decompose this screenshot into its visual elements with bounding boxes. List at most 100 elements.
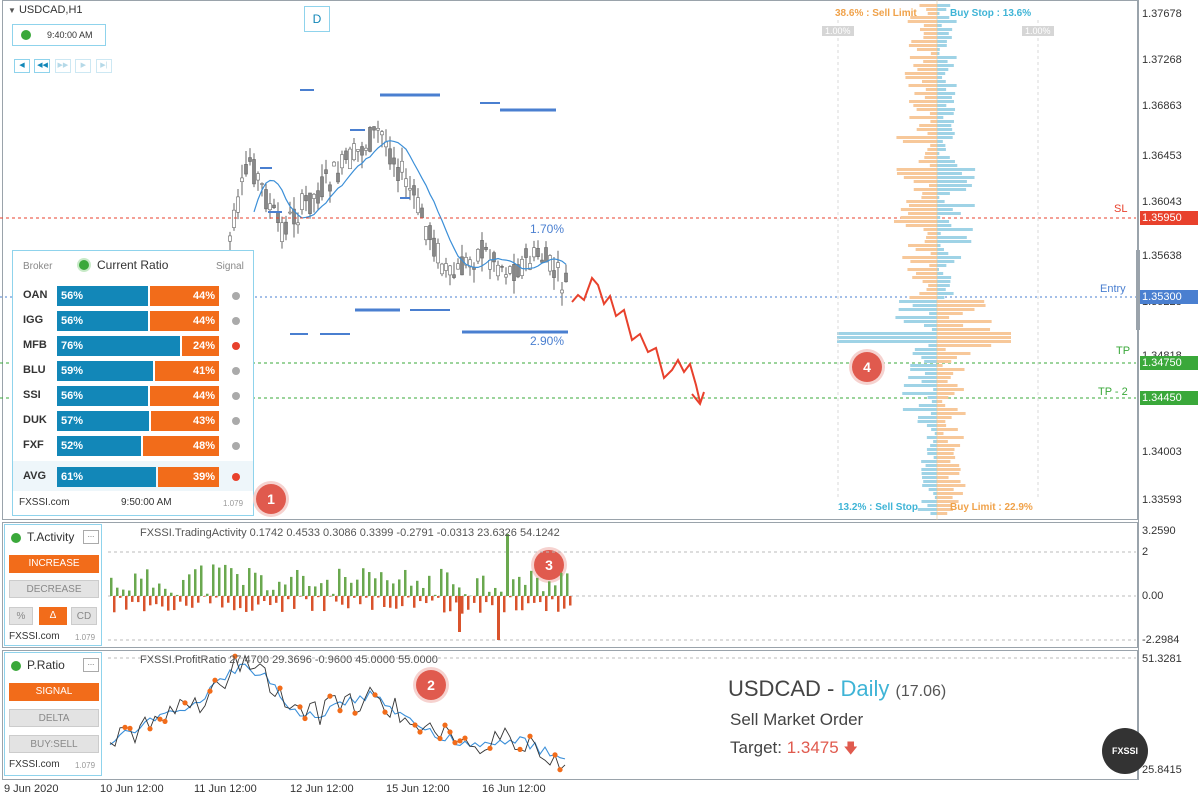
order-book-bar-right (937, 272, 944, 275)
rewind-icon[interactable]: ◀◀ (34, 59, 51, 73)
fast-forward-icon[interactable]: ▶▶ (54, 59, 71, 73)
candle-body (228, 235, 232, 242)
order-book-bar-left (917, 68, 937, 71)
signal-dot (182, 700, 188, 706)
order-book-bar-left (931, 400, 937, 403)
signal-dot (352, 710, 358, 716)
candle-body (320, 176, 324, 198)
order-book-bar-right (937, 228, 973, 231)
activity-brand[interactable]: FXSSI.com (9, 631, 60, 642)
order-book-bar-right (937, 168, 976, 171)
activity-bar-down (137, 596, 140, 603)
order-book-bar-left (930, 52, 937, 55)
order-book-bar-left (926, 8, 937, 11)
sell-ratio-bar: 41% (155, 361, 219, 381)
sl-price-tag: 1.35950 (1140, 211, 1198, 225)
candle-body (328, 184, 332, 192)
order-book-bar-right (937, 412, 966, 415)
order-book-bar-right (937, 364, 943, 367)
activity-bar-down (479, 596, 482, 613)
order-book-bar-left (916, 128, 937, 131)
decrease-button[interactable]: DECREASE (9, 580, 99, 598)
entry-price-tag: 1.35300 (1140, 290, 1198, 304)
order-book-bar-right (937, 496, 953, 499)
activity-bar-up (236, 574, 239, 596)
profit-ratio-minimize-button[interactable]: ... (83, 658, 99, 672)
activity-bar-down (293, 596, 296, 609)
activity-bar-down (203, 596, 206, 597)
step-back-icon[interactable]: ◀ (14, 59, 30, 73)
order-book-bar-left (910, 16, 937, 19)
order-book-bar-right (937, 220, 950, 223)
order-book-bar-right (937, 72, 946, 75)
summary-title: USDCAD - Daily (17.06) (728, 676, 946, 702)
order-book-bar-left (837, 336, 937, 339)
candle-body (476, 249, 480, 262)
broker-code: DUK (23, 414, 47, 426)
cd-button[interactable]: CD (71, 607, 97, 625)
activity-bar-up (554, 585, 557, 596)
order-book-bar-left (918, 160, 937, 163)
signal-dot (327, 693, 333, 699)
order-book-bar-right (937, 124, 952, 127)
order-book-bar-left (924, 360, 937, 363)
activity-bar-up (152, 587, 155, 596)
candle-body (352, 143, 356, 161)
order-book-bar-left (917, 420, 937, 423)
order-book-bar-left (900, 216, 937, 219)
order-book-bar-right (937, 328, 991, 331)
skip-end-icon[interactable]: ▶| (95, 59, 112, 73)
candle-body (416, 197, 420, 214)
fxssi-logo: FXSSI (1102, 728, 1148, 774)
order-book-bar-left (928, 488, 937, 491)
delta-mode-button[interactable]: DELTA (9, 709, 99, 727)
activity-bar-down (353, 596, 356, 598)
order-book-bar-left (923, 60, 937, 63)
increase-button[interactable]: INCREASE (9, 555, 99, 573)
axis-scroll-marker[interactable] (1136, 250, 1140, 330)
order-book-bar-right (937, 288, 946, 291)
order-book-bar-right (937, 396, 949, 399)
profit-ratio-brand[interactable]: FXSSI.com (9, 759, 60, 770)
candle-body (420, 207, 424, 219)
buy-sell-button[interactable]: BUY:SELL (9, 735, 99, 753)
order-book-bar-left (914, 348, 937, 351)
activity-bar-up (566, 573, 569, 596)
order-book-bar-left (931, 328, 937, 331)
signal-dot-icon (232, 342, 240, 350)
percent-button[interactable]: % (9, 607, 33, 625)
step-forward-icon[interactable]: ▶ (75, 59, 92, 73)
order-book-bar-right (937, 284, 950, 287)
order-book-bar-right (937, 188, 967, 191)
order-book-bar-left (913, 104, 937, 107)
activity-bar-down (377, 596, 380, 598)
activity-minimize-button[interactable]: ... (83, 530, 99, 544)
activity-indicator-text: FXSSI.TradingActivity 0.1742 0.4533 0.30… (140, 527, 560, 539)
candle-body (316, 190, 320, 204)
target-value: 1.3475 (786, 738, 839, 757)
ratio-footer-brand[interactable]: FXSSI.com (19, 497, 70, 508)
timeframe-button[interactable]: D (304, 6, 330, 32)
delta-button[interactable]: Δ (39, 607, 67, 625)
moving-average-line (253, 140, 567, 270)
candle-body (408, 188, 412, 191)
order-book-bar-right (937, 140, 943, 143)
order-book-bar-left (921, 468, 937, 471)
activity-bars-group (110, 534, 572, 640)
activity-bar-down (125, 596, 128, 610)
price-axis-label: 1.37268 (1142, 54, 1182, 66)
broker-ratio-row: BLU 59% 41% (13, 358, 253, 382)
profit-ratio-title: P.Ratio (27, 658, 65, 672)
signal-dot-icon (232, 473, 240, 481)
activity-bar-down (329, 596, 332, 597)
candle-body (376, 128, 380, 131)
order-book-bar-left (916, 108, 937, 111)
activity-bar-up (242, 584, 245, 596)
order-book-bar-left (926, 424, 937, 427)
activity-bar-up (266, 590, 269, 596)
signal-button[interactable]: SIGNAL (9, 683, 99, 701)
dropdown-triangle-icon[interactable]: ▼ (8, 6, 16, 15)
activity-bar-down (425, 596, 428, 604)
time-display: 9:40:00 AM (47, 30, 93, 40)
price-axis-label: 1.36043 (1142, 196, 1182, 208)
